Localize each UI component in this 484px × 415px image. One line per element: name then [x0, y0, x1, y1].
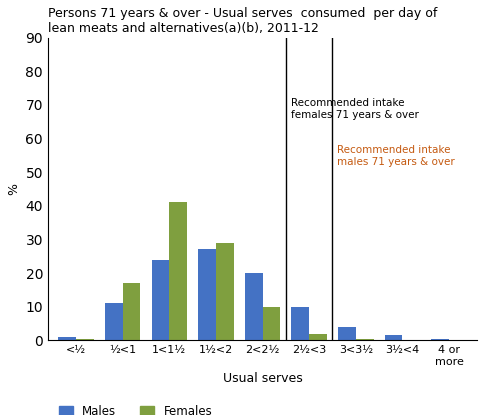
Text: Persons 71 years & over - Usual serves  consumed  per day of
lean meats and alte: Persons 71 years & over - Usual serves c… [48, 7, 438, 35]
Bar [356, 339, 374, 340]
Text: Recommended intake
females 71 years & over: Recommended intake females 71 years & ov… [290, 98, 418, 120]
Bar [198, 249, 216, 340]
Bar [58, 337, 76, 340]
Bar [385, 335, 402, 340]
Text: Recommended intake
males 71 years & over: Recommended intake males 71 years & over [337, 145, 455, 167]
Bar [169, 203, 187, 340]
Bar [122, 283, 140, 340]
Bar [431, 339, 449, 340]
Legend: Males, Females: Males, Females [54, 401, 217, 415]
Bar [291, 307, 309, 340]
Bar [216, 243, 234, 340]
Bar [245, 273, 262, 340]
Y-axis label: %: % [7, 183, 20, 195]
Bar [262, 307, 280, 340]
Bar [309, 334, 327, 340]
Bar [76, 339, 94, 340]
Bar [151, 259, 169, 340]
X-axis label: Usual serves: Usual serves [223, 372, 302, 385]
Bar [105, 303, 122, 340]
Bar [338, 327, 356, 340]
